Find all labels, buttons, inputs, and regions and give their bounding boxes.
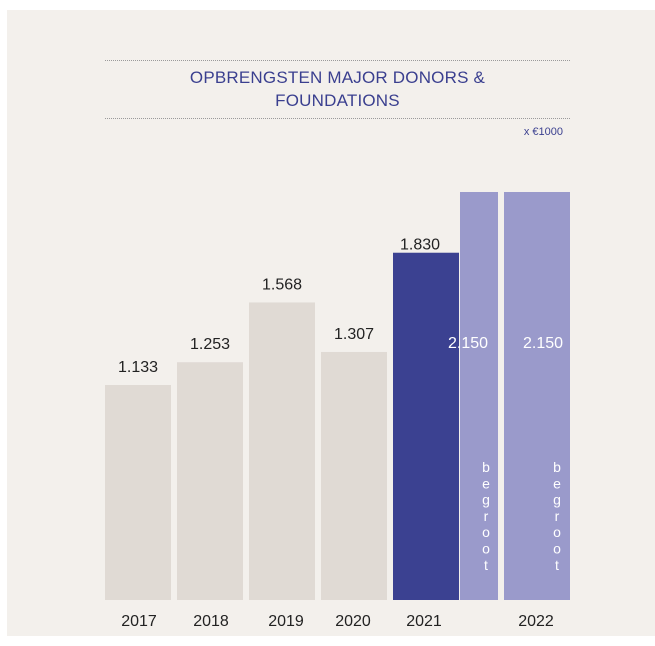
bar-2022-begroot	[504, 192, 570, 600]
x-tick-2020: 2020	[335, 613, 371, 630]
bar-2018	[177, 362, 243, 600]
x-tick-2022: 2022	[518, 613, 554, 630]
x-tick-2018: 2018	[193, 613, 229, 630]
x-tick-2021: 2021	[406, 613, 442, 630]
chart-title-line-2: FOUNDATIONS	[275, 91, 400, 110]
value-label-2018: 1.253	[190, 336, 230, 353]
bar-2020	[321, 351, 387, 600]
value-label-2020: 1.307	[334, 326, 374, 343]
unit-label: x €1000	[523, 126, 563, 138]
value-label-2021-begroot: 2.150	[448, 335, 488, 352]
title-bottom-rule	[105, 118, 570, 119]
chart-title: OPBRENGSTEN MAJOR DONORS & FOUNDATIONS	[105, 66, 570, 112]
value-label-2019: 1.568	[262, 276, 302, 293]
x-tick-2019: 2019	[268, 613, 304, 630]
bar-2021-begroot	[460, 192, 498, 600]
x-tick-2017: 2017	[121, 613, 157, 630]
bar-2017	[105, 384, 171, 600]
chart-title-line-1: OPBRENGSTEN MAJOR DONORS &	[189, 68, 486, 87]
value-label-2021: 1.830	[400, 237, 440, 254]
bar-2019	[249, 302, 315, 600]
title-top-rule	[105, 60, 570, 61]
value-label-2022-begroot: 2.150	[523, 335, 563, 352]
bar-2021	[393, 252, 459, 600]
value-label-2017: 1.133	[118, 359, 158, 376]
